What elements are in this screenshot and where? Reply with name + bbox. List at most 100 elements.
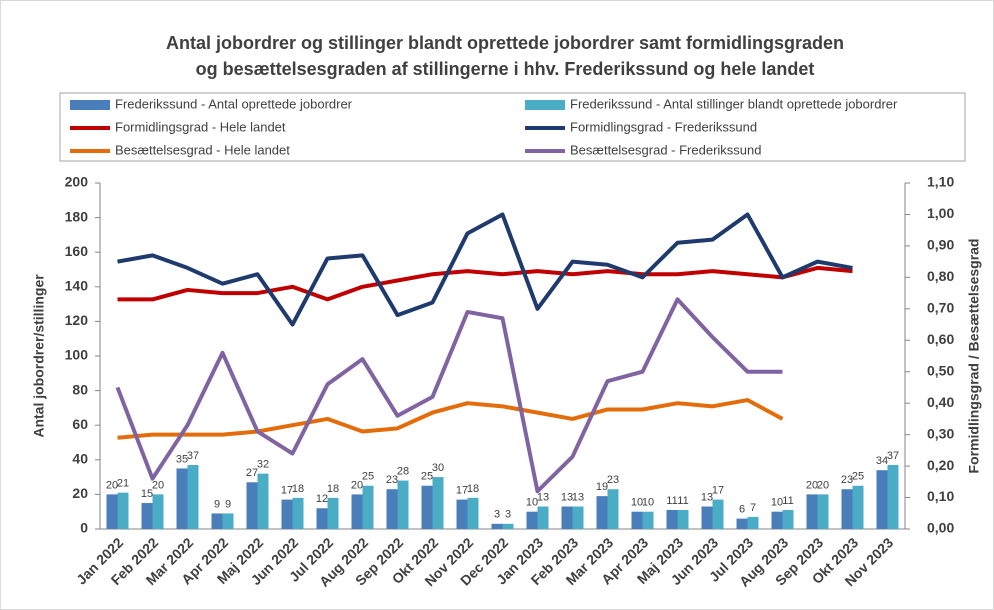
legend-label: Besættelsesgrad - Hele landet	[115, 142, 290, 157]
bar	[701, 506, 713, 529]
bar	[806, 494, 818, 529]
bar-label: 7	[750, 502, 756, 514]
bar	[281, 499, 293, 529]
bar	[677, 509, 689, 529]
bar-label: 23	[386, 474, 398, 486]
bar-label: 27	[246, 467, 258, 479]
bar-label: 20	[351, 479, 363, 491]
bar-label: 20	[817, 479, 829, 491]
y-tick-label: 80	[72, 381, 88, 397]
bar-label: 25	[852, 471, 864, 483]
bar	[362, 485, 374, 529]
legend-label: Formidlingsgrad - Hele landet	[115, 119, 286, 134]
bar-label: 17	[456, 484, 468, 496]
bar	[596, 496, 608, 529]
legend-label: Formidlingsgrad - Frederikssund	[570, 119, 757, 134]
bar	[537, 506, 549, 529]
legend-box	[59, 92, 966, 162]
y-tick-label: 160	[65, 243, 89, 259]
bar	[631, 511, 643, 529]
bar	[887, 464, 899, 529]
bar-label: 34	[876, 455, 888, 467]
legend-label: Besættelsesgrad - Frederikssund	[570, 142, 761, 157]
bar	[561, 506, 573, 529]
y-tick-label: 180	[65, 208, 89, 224]
bar-label: 21	[117, 478, 129, 490]
bar-label: 9	[214, 498, 220, 510]
y2-tick-label: 1,00	[927, 205, 954, 221]
bar-label: 13	[572, 491, 584, 503]
bar	[841, 489, 853, 529]
bar	[117, 492, 129, 529]
y2-tick-label: 0,90	[927, 237, 954, 253]
bar	[771, 511, 783, 529]
bar-label: 10	[631, 497, 643, 509]
bar-label: 37	[187, 450, 199, 462]
bar-label: 20	[152, 479, 164, 491]
bar	[152, 494, 164, 529]
bar-label: 9	[225, 498, 231, 510]
chart-title: og besættelsesgraden af stillingerne i h…	[196, 59, 815, 79]
y-tick-label: 0	[80, 520, 88, 536]
bar-label: 13	[701, 491, 713, 503]
bar	[607, 489, 619, 529]
legend-swatch	[70, 100, 110, 110]
y2-tick-label: 0,70	[927, 300, 954, 316]
bar-label: 23	[841, 474, 853, 486]
line	[117, 398, 784, 440]
bar	[876, 470, 888, 529]
bar-label: 3	[494, 509, 500, 521]
bar-label: 6	[739, 504, 745, 516]
y2-axis-title: Formidlingsgrad / Besættelsesgrad	[966, 239, 982, 474]
y2-tick-label: 0,10	[927, 488, 954, 504]
bar-label: 13	[537, 491, 549, 503]
bar-label: 11	[677, 495, 688, 507]
bar	[666, 509, 678, 529]
y-tick-label: 200	[65, 174, 89, 190]
chart-title: Antal jobordrer og stillinger blandt opr…	[166, 33, 844, 53]
bar	[187, 464, 199, 529]
legend-swatch	[525, 100, 565, 110]
bar	[222, 513, 234, 529]
bar-label: 25	[362, 471, 374, 483]
bar	[141, 503, 153, 529]
bar-label: 30	[432, 462, 444, 474]
y2-tick-label: 0,60	[927, 331, 954, 347]
bar	[642, 511, 654, 529]
y-tick-label: 40	[72, 451, 88, 467]
y2-tick-label: 0,80	[927, 268, 954, 284]
y2-tick-label: 1,10	[927, 174, 954, 190]
bar	[211, 513, 223, 529]
line	[117, 212, 853, 327]
bar	[292, 497, 304, 529]
bar	[491, 523, 503, 529]
legend-label: Frederikssund - Antal stillinger blandt …	[570, 96, 898, 111]
y-tick-label: 20	[72, 485, 88, 501]
bar	[327, 497, 339, 529]
bar-label: 17	[281, 484, 293, 496]
bar	[456, 499, 468, 529]
bar	[817, 494, 829, 529]
bar-label: 20	[106, 479, 118, 491]
bar-label: 35	[176, 453, 188, 465]
bar	[467, 497, 479, 529]
bar-label: 18	[467, 483, 479, 495]
bar	[712, 499, 724, 529]
bar-label: 25	[421, 471, 433, 483]
bar	[526, 511, 538, 529]
bar-label: 15	[141, 488, 153, 500]
y-axis-title: Antal jobordrer/stillinger	[31, 274, 47, 438]
bar-label: 3	[505, 509, 511, 521]
bar	[316, 508, 328, 529]
bar-label: 11	[666, 495, 677, 507]
y2-tick-label: 0,50	[927, 362, 954, 378]
bar-label: 19	[596, 481, 608, 493]
bar-label: 20	[806, 479, 818, 491]
bar-label: 18	[327, 483, 339, 495]
y-tick-label: 60	[72, 416, 88, 432]
y2-tick-label: 0,40	[927, 394, 954, 410]
bar	[257, 473, 269, 529]
bar	[502, 523, 514, 529]
bar-label: 37	[887, 450, 899, 462]
